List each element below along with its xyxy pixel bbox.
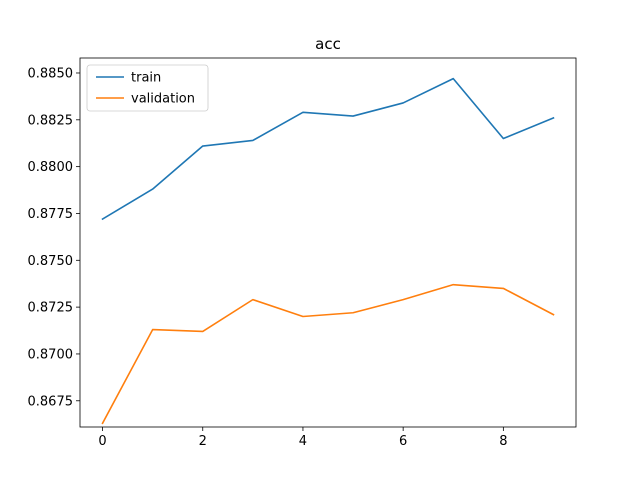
series-line-validation bbox=[101, 283, 555, 425]
y-tick-label: 0.8750 bbox=[28, 254, 74, 269]
legend-label-validation: validation bbox=[131, 92, 195, 107]
y-tick-label: 0.8675 bbox=[28, 394, 74, 409]
y-tick-label: 0.8800 bbox=[28, 160, 74, 175]
y-tick-label: 0.8725 bbox=[28, 301, 74, 316]
legend: train validation bbox=[86, 64, 209, 112]
x-tick-label: 8 bbox=[499, 434, 507, 449]
x-tick-label: 0 bbox=[98, 434, 106, 449]
plot-frame bbox=[79, 57, 577, 428]
y-tick-label: 0.8700 bbox=[28, 347, 74, 362]
x-tick-label: 2 bbox=[199, 434, 207, 449]
series-line-train bbox=[101, 77, 555, 221]
plot-area bbox=[80, 58, 576, 427]
y-tick-label: 0.8850 bbox=[28, 66, 74, 81]
y-tick-label: 0.8825 bbox=[28, 113, 74, 128]
legend-label-train: train bbox=[131, 71, 161, 86]
y-tick-label: 0.8775 bbox=[28, 207, 74, 222]
series-layer bbox=[101, 77, 555, 425]
x-tick-label: 4 bbox=[299, 434, 307, 449]
x-axis: 0 2 4 6 8 bbox=[98, 427, 507, 449]
y-axis: 0.8675 0.8700 0.8725 0.8750 0.8775 0.8800 0.88… bbox=[28, 66, 80, 409]
chart-title: acc bbox=[315, 35, 341, 53]
x-tick-label: 6 bbox=[399, 434, 407, 449]
